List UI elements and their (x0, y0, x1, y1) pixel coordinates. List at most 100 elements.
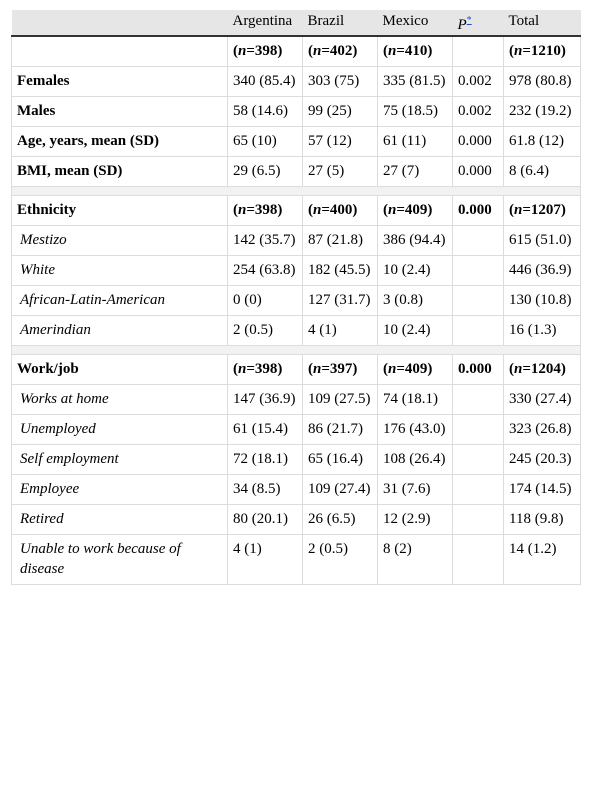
table-cell: (n=410) (377, 36, 453, 67)
table-cell (452, 225, 504, 256)
table-cell: 4 (1) (227, 534, 303, 585)
row-label: Ethnicity (11, 195, 228, 226)
table-row: White 254 (63.8) 182 (45.5) 10 (2.4) 446 (36… (11, 255, 581, 286)
p-label: P (457, 17, 467, 33)
table-cell: 0.002 (452, 66, 504, 97)
table-cell: 27 (7) (377, 156, 453, 187)
table-row: Self employment 72 (18.1) 65 (16.4) 108 (26… (11, 444, 581, 475)
n-symbol: n (388, 361, 397, 377)
table-cell: (n=398) (227, 195, 303, 226)
table-row: Amerindian 2 (0.5) 4 (1) 10 (2.4) 16 (1.3) (11, 315, 581, 346)
n-part: ( (509, 361, 514, 377)
n-part: ( (308, 202, 313, 218)
table-cell: 176 (43.0) (377, 414, 453, 445)
n-part: ( (233, 361, 238, 377)
n-part: =409) (396, 202, 433, 218)
table-cell: 615 (51.0) (503, 225, 581, 256)
n-symbol: n (514, 361, 523, 377)
table-cell: 26 (6.5) (302, 504, 378, 535)
table-cell: (n=398) (227, 36, 303, 67)
table-cell: 80 (20.1) (227, 504, 303, 535)
n-symbol: n (388, 202, 397, 218)
table-cell: 4 (1) (302, 315, 378, 346)
table-cell: 386 (94.4) (377, 225, 453, 256)
n-part: =1210) (522, 43, 566, 59)
row-label: Retired (11, 504, 228, 535)
table-cell: 0.000 (452, 354, 504, 385)
n-part: ( (383, 43, 388, 59)
table-cell: 108 (26.4) (377, 444, 453, 475)
table-cell (452, 255, 504, 286)
row-label: Unemployed (11, 414, 228, 445)
table-row: Males 58 (14.6) 99 (25) 75 (18.5) 0.002 232 (… (11, 96, 581, 127)
table-cell: 2 (0.5) (227, 315, 303, 346)
table-cell: 446 (36.9) (503, 255, 581, 286)
row-label: Mestizo (11, 225, 228, 256)
table-cell: 61 (15.4) (227, 414, 303, 445)
table-cell: 3 (0.8) (377, 285, 453, 316)
table-cell: 147 (36.9) (227, 384, 303, 415)
n-part: =1207) (522, 202, 566, 218)
n-part: =410) (396, 43, 433, 59)
table-cell (452, 315, 504, 346)
table-row: Ethnicity (n=398) (n=400) (n=409) 0.000 (n=12… (11, 195, 581, 226)
table-cell: 0.000 (452, 156, 504, 187)
row-label: Work/job (11, 354, 228, 385)
table-cell: 303 (75) (302, 66, 378, 97)
table-cell: 142 (35.7) (227, 225, 303, 256)
n-part: ( (308, 361, 313, 377)
n-symbol: n (514, 202, 523, 218)
table-cell: 10 (2.4) (377, 315, 453, 346)
table-row: Mestizo 142 (35.7) 87 (21.8) 386 (94.4) 615 … (11, 225, 581, 256)
table-cell (452, 384, 504, 415)
n-symbol: n (514, 43, 523, 59)
table-cell: 0 (0) (227, 285, 303, 316)
header-cell-total: Total (503, 10, 581, 36)
row-label: Self employment (11, 444, 228, 475)
table-cell: (n=402) (302, 36, 378, 67)
table-cell: 65 (16.4) (302, 444, 378, 475)
table-cell: 14 (1.2) (503, 534, 581, 585)
table-cell (452, 474, 504, 505)
table-cell: 978 (80.8) (503, 66, 581, 97)
table-row: (n=398) (n=402) (n=410) ( n=1210) (11, 36, 581, 67)
spacer-cell (11, 345, 581, 355)
row-label: Works at home (11, 384, 228, 415)
table-cell: 72 (18.1) (227, 444, 303, 475)
spacer-row (11, 186, 581, 196)
n-part: ( (233, 202, 238, 218)
spacer-cell (11, 186, 581, 196)
table-cell: 340 (85.4) (227, 66, 303, 97)
table-cell: 335 (81.5) (377, 66, 453, 97)
table-cell: 29 (6.5) (227, 156, 303, 187)
row-label: Males (11, 96, 228, 127)
table-row: Works at home 147 (36.9) 109 (27.5) 74 (18.… (11, 384, 581, 415)
row-label: Females (11, 66, 228, 97)
n-symbol: n (313, 361, 322, 377)
n-part: =402) (321, 43, 358, 59)
table-cell: 0.000 (452, 126, 504, 157)
n-part: =398) (246, 361, 283, 377)
row-label (11, 36, 228, 67)
table-cell: 0.000 (452, 195, 504, 226)
table-cell (452, 504, 504, 535)
table-cell: 61 (11) (377, 126, 453, 157)
table-cell: 8 (2) (377, 534, 453, 585)
header-cell-argentina: Argentina (227, 10, 303, 36)
n-part: =397) (321, 361, 358, 377)
table-row: Work/job (n=398) (n=397) (n=409) 0.000 (n=120… (11, 354, 581, 385)
table-cell: (n=398) (227, 354, 303, 385)
table-cell: (n=400) (302, 195, 378, 226)
table-cell: 65 (10) (227, 126, 303, 157)
table-row: Females 340 (85.4) 303 (75) 335 (81.5) 0.002… (11, 66, 581, 97)
footnote-link[interactable]: * (466, 15, 472, 26)
n-part: ( (383, 202, 388, 218)
table-cell (452, 285, 504, 316)
table-cell (452, 534, 504, 585)
table-cell: 16 (1.3) (503, 315, 581, 346)
header-cell-mexico: Mexico (377, 10, 453, 36)
n-symbol: n (238, 361, 247, 377)
table-cell: 174 (14.5) (503, 474, 581, 505)
table-cell: 118 (9.8) (503, 504, 581, 535)
table-cell: 99 (25) (302, 96, 378, 127)
